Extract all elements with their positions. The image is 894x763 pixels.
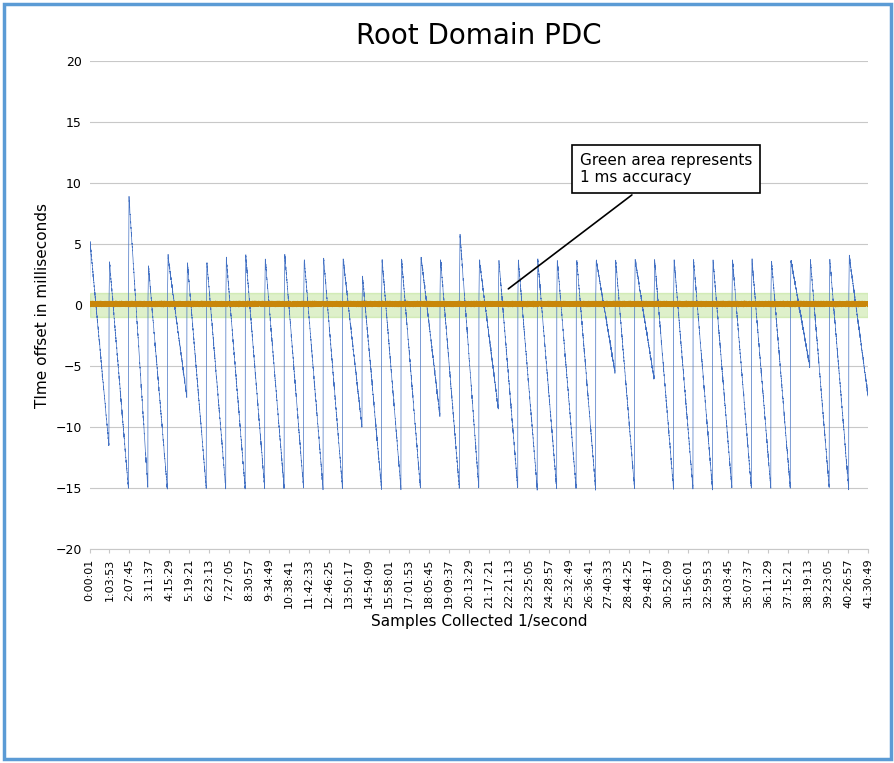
Bar [89, 293, 867, 317]
Text: Green area represents
1 ms accuracy: Green area represents 1 ms accuracy [508, 153, 752, 289]
Title: Root Domain PDC: Root Domain PDC [356, 22, 601, 50]
X-axis label: Samples Collected 1/second: Samples Collected 1/second [370, 613, 586, 629]
Y-axis label: TIme offset in milliseconds: TIme offset in milliseconds [35, 203, 50, 407]
